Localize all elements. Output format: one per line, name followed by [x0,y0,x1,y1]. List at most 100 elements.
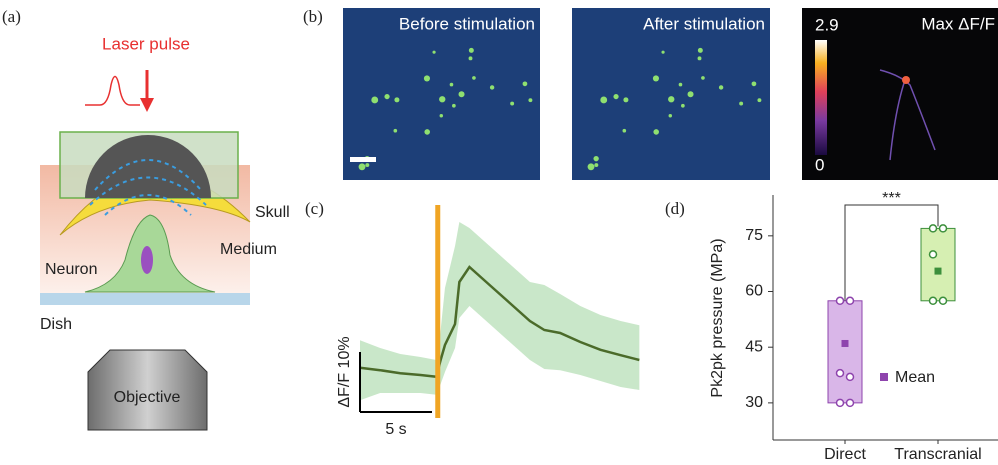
legend-marker [880,373,888,381]
cell [432,50,436,54]
cell [668,113,673,118]
cell [622,128,627,133]
cell [661,50,665,54]
cell [739,101,744,106]
cell [751,81,757,87]
data-point [835,398,845,408]
panel-b: (b) Before stimulation After stimulation… [303,7,998,180]
y-tick-label: 30 [745,394,763,411]
cell [522,81,528,87]
cell [593,155,599,162]
data-point [928,224,938,233]
neuron-label: Neuron [45,261,97,278]
data-point [835,296,845,306]
cell [439,96,446,103]
panel-label: (a) [2,7,21,26]
laser-label: Laser pulse [102,34,190,53]
cell [510,101,515,106]
cell [652,75,660,82]
scale-bar-label: ΔF/F 10% [336,336,353,407]
cell [613,93,619,100]
dish [40,293,250,305]
panel-label: (d) [665,199,685,218]
y-tick-label: 75 [745,227,763,244]
significance: *** [882,190,901,207]
mean-marker [934,267,942,275]
image-title: After stimulation [643,14,765,33]
data-point [835,368,845,378]
medium-label: Medium [220,241,277,258]
box [920,227,956,302]
y-tick-label: 60 [745,283,763,300]
cell [393,128,398,133]
neurite [879,69,936,161]
cell [384,93,390,100]
pulse [85,75,140,106]
cell [678,82,683,87]
image [572,8,770,180]
cell [371,96,379,104]
panel-label: (b) [303,7,323,26]
cell [697,56,702,61]
dome [85,135,211,198]
objective-label: Objective [114,389,181,406]
image [343,8,540,180]
cell [681,103,685,108]
arrow-head [140,98,154,112]
scale-bar-label: 5 s [385,421,406,438]
cell [594,163,599,168]
data-point [845,398,855,408]
cell [423,75,431,82]
waves [89,159,207,216]
data-point [928,250,938,259]
cell [718,85,724,90]
cell [358,163,366,171]
x-tick-label: Direct [824,446,866,463]
cell [449,82,454,87]
dish-label: Dish [40,316,72,333]
legend-label: Mean [895,369,935,386]
cell [472,76,476,80]
panel-a: (a) Laser pulse Skull Medium Neuron Dish… [2,7,290,431]
colorbar-tick: 2.9 [815,15,839,34]
error-band [360,222,640,401]
skull-label: Skull [255,204,290,221]
cell [439,113,444,118]
cell [623,97,629,103]
cell [757,98,762,103]
data-point [938,224,948,233]
box [827,300,863,404]
image-title: Before stimulation [399,14,535,33]
hotspot [902,76,910,84]
cell [424,129,431,135]
data-point [928,296,938,306]
significance-bracket [844,204,939,301]
image-title: Max ΔF/F [921,14,995,33]
mean-marker [841,339,849,347]
colorbar [815,40,827,155]
y-tick-label: 45 [745,338,763,355]
cell [653,129,660,135]
image [802,8,998,180]
cell [697,47,703,53]
panel-label: (c) [305,199,324,218]
cell [452,103,456,108]
cell [468,56,473,61]
cell [468,47,474,53]
cell [528,98,533,103]
cell [687,91,694,98]
mean-line [359,265,640,379]
cell [458,91,465,98]
cell [394,97,400,103]
scale-bar [350,157,376,162]
cell [600,96,608,104]
cell [489,85,495,90]
nucleus [141,246,153,274]
data-point [845,296,855,306]
data-point [845,372,855,382]
cell [701,76,705,80]
cell [668,96,675,103]
y-axis-label: Pk2pk pressure (MPa) [709,238,726,397]
cell [365,163,370,168]
